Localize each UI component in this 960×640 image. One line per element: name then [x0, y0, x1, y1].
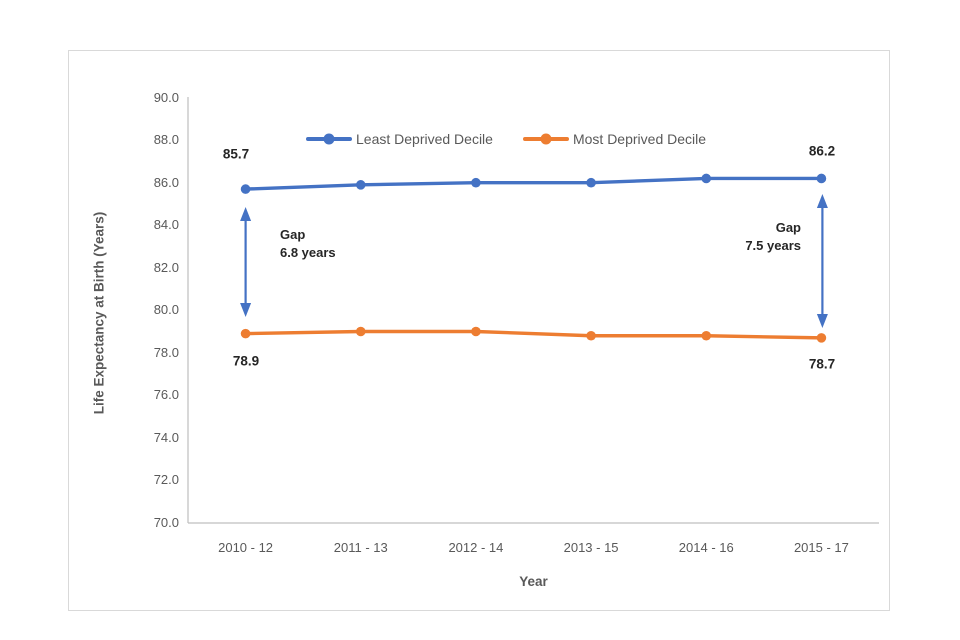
data-point-series1-1 [355, 326, 366, 337]
x-tick-label: 2010 - 12 [218, 540, 274, 555]
y-tick-label: 88.0 [153, 132, 179, 148]
data-label-least-deprived-start: 85.7 [222, 146, 250, 162]
x-tick-label: 2015 - 17 [793, 540, 849, 555]
legend-label-most-deprived: Most Deprived Decile [572, 131, 707, 147]
gap-right-label: Gap [775, 220, 801, 235]
data-point-series0-3 [586, 177, 596, 188]
y-tick-label: 90.0 [153, 89, 179, 105]
data-point-series1-4 [701, 330, 712, 341]
y-tick-label: 82.0 [153, 259, 179, 275]
data-point-series1-0 [240, 328, 251, 339]
plot-area [187, 97, 879, 524]
gap-arrow-left [240, 207, 252, 317]
gap-arrow-left-head-down-icon [240, 303, 252, 317]
data-point-series1-3 [586, 330, 596, 341]
series-line-0 [243, 176, 824, 191]
gap-left-label: Gap [280, 227, 306, 242]
gap-arrow-right-head-down-icon [816, 314, 828, 328]
gap-arrow-right [816, 194, 828, 328]
most-deprived-series-marker-icon [522, 133, 569, 145]
y-tick-label: 86.0 [153, 174, 179, 190]
gap-arrow-right-head-up-icon [816, 194, 828, 208]
y-tick-label: 76.0 [153, 387, 179, 403]
y-tick-label: 84.0 [153, 217, 179, 233]
data-label-most-deprived-start: 78.9 [232, 353, 260, 369]
y-tick-label: 74.0 [153, 429, 179, 445]
y-tick-label: 70.0 [153, 514, 179, 530]
x-axis-title: Year [519, 574, 548, 589]
y-tick-label: 80.0 [153, 302, 179, 318]
data-point-series0-2 [471, 177, 481, 188]
y-tick-label: 72.0 [153, 472, 179, 488]
gap-right-value: 7.5 years [745, 238, 801, 253]
series-layer [240, 173, 827, 343]
y-tick-label: 78.0 [153, 344, 179, 360]
legend: Least Deprived Decile Most Deprived Deci… [306, 131, 706, 147]
most-deprived-series-dot-icon [540, 133, 552, 145]
gap-annotation-right: Gap 7.5 years [745, 219, 801, 255]
data-label-most-deprived-end: 78.7 [808, 356, 836, 372]
legend-item-most-deprived: Most Deprived Decile [522, 131, 707, 147]
series-line-1 [243, 329, 824, 340]
gap-arrow-left-head-up-icon [240, 207, 252, 221]
least-deprived-series-marker-icon [306, 133, 352, 145]
legend-label-least-deprived: Least Deprived Decile [356, 131, 493, 147]
data-point-series0-5 [816, 173, 827, 184]
data-point-series1-5 [816, 333, 827, 343]
chart-frame: Life Expectancy at Birth (Years) Year 90… [68, 50, 890, 611]
data-point-series0-1 [355, 180, 366, 190]
x-tick-label: 2014 - 16 [678, 540, 734, 555]
x-tick-label: 2013 - 15 [563, 540, 619, 555]
data-point-series0-4 [701, 173, 712, 184]
data-label-least-deprived-end: 86.2 [808, 143, 836, 159]
data-point-series1-2 [471, 326, 481, 337]
legend-item-least-deprived: Least Deprived Decile [306, 131, 493, 147]
least-deprived-series-dot-icon [323, 133, 335, 145]
data-point-series0-0 [240, 184, 251, 194]
x-tick-label: 2011 - 13 [333, 540, 388, 555]
x-tick-label: 2012 - 14 [448, 540, 504, 555]
gap-annotation-left: Gap 6.8 years [280, 226, 336, 262]
gap-left-value: 6.8 years [280, 245, 336, 260]
